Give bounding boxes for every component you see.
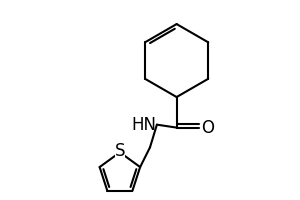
- Text: HN: HN: [131, 116, 156, 134]
- Text: O: O: [201, 119, 214, 137]
- Text: S: S: [115, 142, 125, 160]
